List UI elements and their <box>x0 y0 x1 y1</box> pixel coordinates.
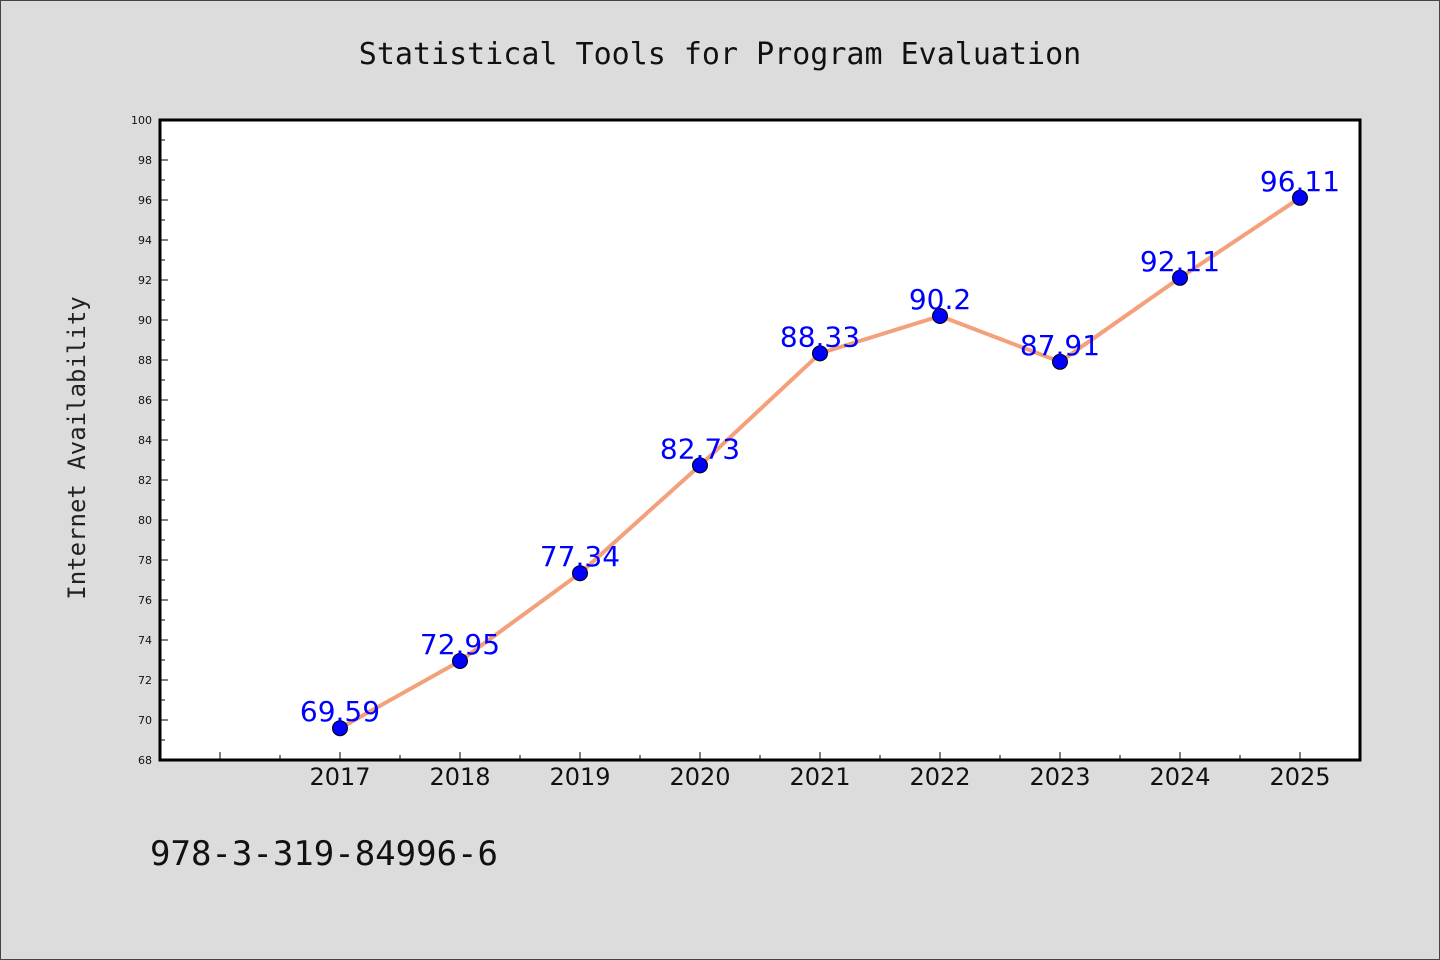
data-label: 87.91 <box>1020 329 1100 362</box>
data-label: 77.34 <box>540 540 620 573</box>
y-tick-label: 88 <box>138 354 152 367</box>
x-tick-label: 2017 <box>309 763 370 791</box>
y-tick-label: 94 <box>138 234 152 247</box>
x-tick-label: 2024 <box>1149 763 1210 791</box>
data-markers <box>332 189 1308 737</box>
data-label: 90.2 <box>909 283 971 316</box>
isbn-caption: 978-3-319-84996-6 <box>150 834 498 874</box>
y-tick-label: 98 <box>138 154 152 167</box>
x-tick-label: 2018 <box>429 763 490 791</box>
y-tick-label: 72 <box>138 674 152 687</box>
chart-title: Statistical Tools for Program Evaluation <box>359 37 1081 72</box>
y-tick-label: 78 <box>138 554 152 567</box>
data-point <box>1172 269 1188 286</box>
y-tick-label: 82 <box>138 474 152 487</box>
y-tick-label: 70 <box>138 714 152 727</box>
x-axis: 2017 2018 2019 2020 2021 2022 2023 2024 2025 <box>219 752 1331 791</box>
y-tick-label: 92 <box>138 274 152 287</box>
y-axis: 68 70 72 74 76 78 80 82 84 86 88 90 92 94 96 98 100 <box>131 114 168 767</box>
y-tick-label: 100 <box>131 114 152 127</box>
x-tick-label: 2021 <box>789 763 850 791</box>
y-tick-label: 74 <box>138 634 152 647</box>
data-point <box>1292 189 1308 206</box>
y-tick-label: 90 <box>138 314 152 327</box>
data-label: 96.11 <box>1260 165 1340 198</box>
y-tick-label: 68 <box>138 754 152 767</box>
x-tick-label: 2025 <box>1269 763 1330 791</box>
x-tick-label: 2022 <box>909 763 970 791</box>
data-point <box>812 345 828 362</box>
x-tick-label: 2023 <box>1029 763 1090 791</box>
y-tick-label: 76 <box>138 594 152 607</box>
data-point <box>932 308 948 324</box>
data-point <box>1052 353 1068 370</box>
x-tick-label: 2020 <box>669 763 730 791</box>
data-label: 92.11 <box>1140 245 1220 278</box>
data-label: 82.73 <box>660 432 740 465</box>
data-point <box>572 565 588 582</box>
data-label: 69.59 <box>300 695 380 728</box>
data-label: 72.95 <box>420 628 500 661</box>
y-tick-label: 80 <box>138 514 152 527</box>
data-labels: 69.59 72.95 77.34 82.73 88.33 90.2 87.91 92.11 9… <box>300 165 1340 728</box>
data-label: 88.33 <box>780 320 860 353</box>
x-tick-label: 2019 <box>549 763 610 791</box>
plot-area <box>158 118 1362 762</box>
data-point <box>692 457 708 474</box>
y-tick-label: 84 <box>138 434 152 447</box>
data-point <box>452 653 468 669</box>
y-tick-label: 86 <box>138 394 152 407</box>
data-point <box>332 720 348 737</box>
y-axis-label: Internet Availability <box>63 296 91 599</box>
y-tick-label: 96 <box>138 194 152 207</box>
